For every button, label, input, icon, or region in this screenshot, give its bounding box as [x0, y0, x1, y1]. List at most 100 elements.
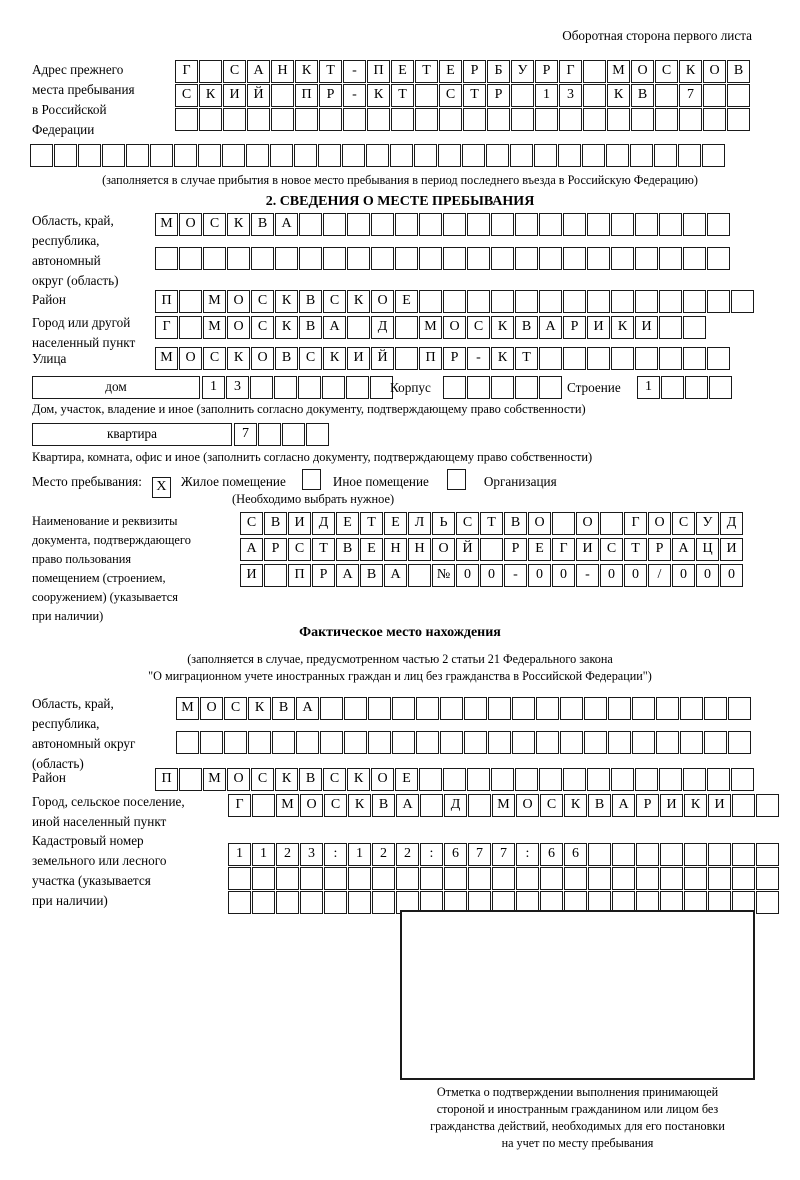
form-cell[interactable] [612, 843, 635, 866]
form-cell[interactable] [348, 867, 371, 890]
form-cell[interactable]: В [504, 512, 527, 535]
form-cell[interactable] [661, 376, 684, 399]
form-cell[interactable] [467, 290, 490, 313]
form-cell[interactable] [510, 144, 533, 167]
form-cell[interactable] [539, 347, 562, 370]
form-cell[interactable]: О [179, 347, 202, 370]
form-cell[interactable] [488, 731, 511, 754]
form-cell[interactable]: С [540, 794, 563, 817]
form-cell[interactable] [439, 108, 462, 131]
form-cell[interactable] [372, 867, 395, 890]
form-cell[interactable]: К [275, 290, 298, 313]
form-cell[interactable] [395, 213, 418, 236]
form-cell[interactable] [324, 891, 347, 914]
form-cell[interactable] [30, 144, 53, 167]
form-cell[interactable]: - [343, 60, 366, 83]
form-cell[interactable]: Л [408, 512, 431, 535]
form-cell[interactable]: О [576, 512, 599, 535]
form-cell[interactable] [728, 697, 751, 720]
document-row[interactable]: И П Р А В А № 0 0-0 0-0 0/0 0 0 [240, 564, 743, 587]
form-cell[interactable]: 3 [300, 843, 323, 866]
form-cell[interactable]: С [240, 512, 263, 535]
form-cell[interactable] [756, 794, 779, 817]
form-cell[interactable]: Т [415, 60, 438, 83]
form-cell[interactable] [440, 697, 463, 720]
form-cell[interactable] [175, 108, 198, 131]
form-cell[interactable] [467, 213, 490, 236]
form-cell[interactable]: Т [360, 512, 383, 535]
form-cell[interactable] [583, 108, 606, 131]
form-cell[interactable] [707, 347, 730, 370]
form-cell[interactable]: Т [391, 84, 414, 107]
form-cell[interactable]: Й [371, 347, 394, 370]
form-cell[interactable] [635, 768, 658, 791]
form-cell[interactable]: И [576, 538, 599, 561]
form-cell[interactable]: К [227, 213, 250, 236]
form-cell[interactable] [462, 144, 485, 167]
form-cell[interactable]: В [631, 84, 654, 107]
form-cell[interactable]: М [155, 347, 178, 370]
form-cell[interactable]: О [516, 794, 539, 817]
form-cell[interactable] [588, 843, 611, 866]
form-cell[interactable]: Е [439, 60, 462, 83]
form-cell[interactable] [684, 867, 707, 890]
stay-type-checkbox-other[interactable] [301, 469, 321, 490]
form-cell[interactable]: М [176, 697, 199, 720]
form-cell[interactable] [324, 867, 347, 890]
form-cell[interactable]: В [299, 290, 322, 313]
form-cell[interactable]: Т [624, 538, 647, 561]
form-cell[interactable]: Й [247, 84, 270, 107]
form-cell[interactable] [584, 731, 607, 754]
form-cell[interactable]: К [607, 84, 630, 107]
form-cell[interactable] [179, 290, 202, 313]
form-cell[interactable]: В [299, 316, 322, 339]
form-cell[interactable]: И [347, 347, 370, 370]
form-cell[interactable]: Н [384, 538, 407, 561]
form-cell[interactable]: Д [312, 512, 335, 535]
form-cell[interactable] [443, 290, 466, 313]
form-cell[interactable]: 0 [624, 564, 647, 587]
form-cell[interactable] [635, 290, 658, 313]
form-cell[interactable] [198, 144, 221, 167]
form-cell[interactable]: 0 [696, 564, 719, 587]
form-cell[interactable]: С [324, 794, 347, 817]
form-cell[interactable] [515, 247, 538, 270]
form-cell[interactable]: П [419, 347, 442, 370]
form-cell[interactable]: К [227, 347, 250, 370]
form-cell[interactable]: С [299, 347, 322, 370]
form-cell[interactable]: Т [480, 512, 503, 535]
form-cell[interactable] [707, 213, 730, 236]
form-cell[interactable]: А [396, 794, 419, 817]
form-cell[interactable] [659, 768, 682, 791]
form-cell[interactable] [611, 290, 634, 313]
form-cell[interactable] [611, 213, 634, 236]
form-cell[interactable]: Г [228, 794, 251, 817]
form-cell[interactable] [443, 247, 466, 270]
cadastral-row[interactable] [228, 867, 779, 890]
form-cell[interactable] [176, 731, 199, 754]
form-cell[interactable] [511, 108, 534, 131]
form-cell[interactable]: В [372, 794, 395, 817]
form-cell[interactable]: Е [391, 60, 414, 83]
form-cell[interactable] [707, 247, 730, 270]
form-cell[interactable] [659, 316, 682, 339]
form-cell[interactable] [584, 697, 607, 720]
form-cell[interactable]: Т [515, 347, 538, 370]
form-cell[interactable]: 0 [672, 564, 695, 587]
form-cell[interactable] [636, 867, 659, 890]
form-cell[interactable]: М [203, 768, 226, 791]
form-cell[interactable]: А [296, 697, 319, 720]
form-cell[interactable] [515, 213, 538, 236]
form-cell[interactable] [344, 731, 367, 754]
form-cell[interactable] [366, 144, 389, 167]
form-cell[interactable]: С [251, 768, 274, 791]
form-cell[interactable]: К [348, 794, 371, 817]
stay-type-checkbox-organization[interactable] [446, 469, 466, 490]
form-cell[interactable] [511, 84, 534, 107]
